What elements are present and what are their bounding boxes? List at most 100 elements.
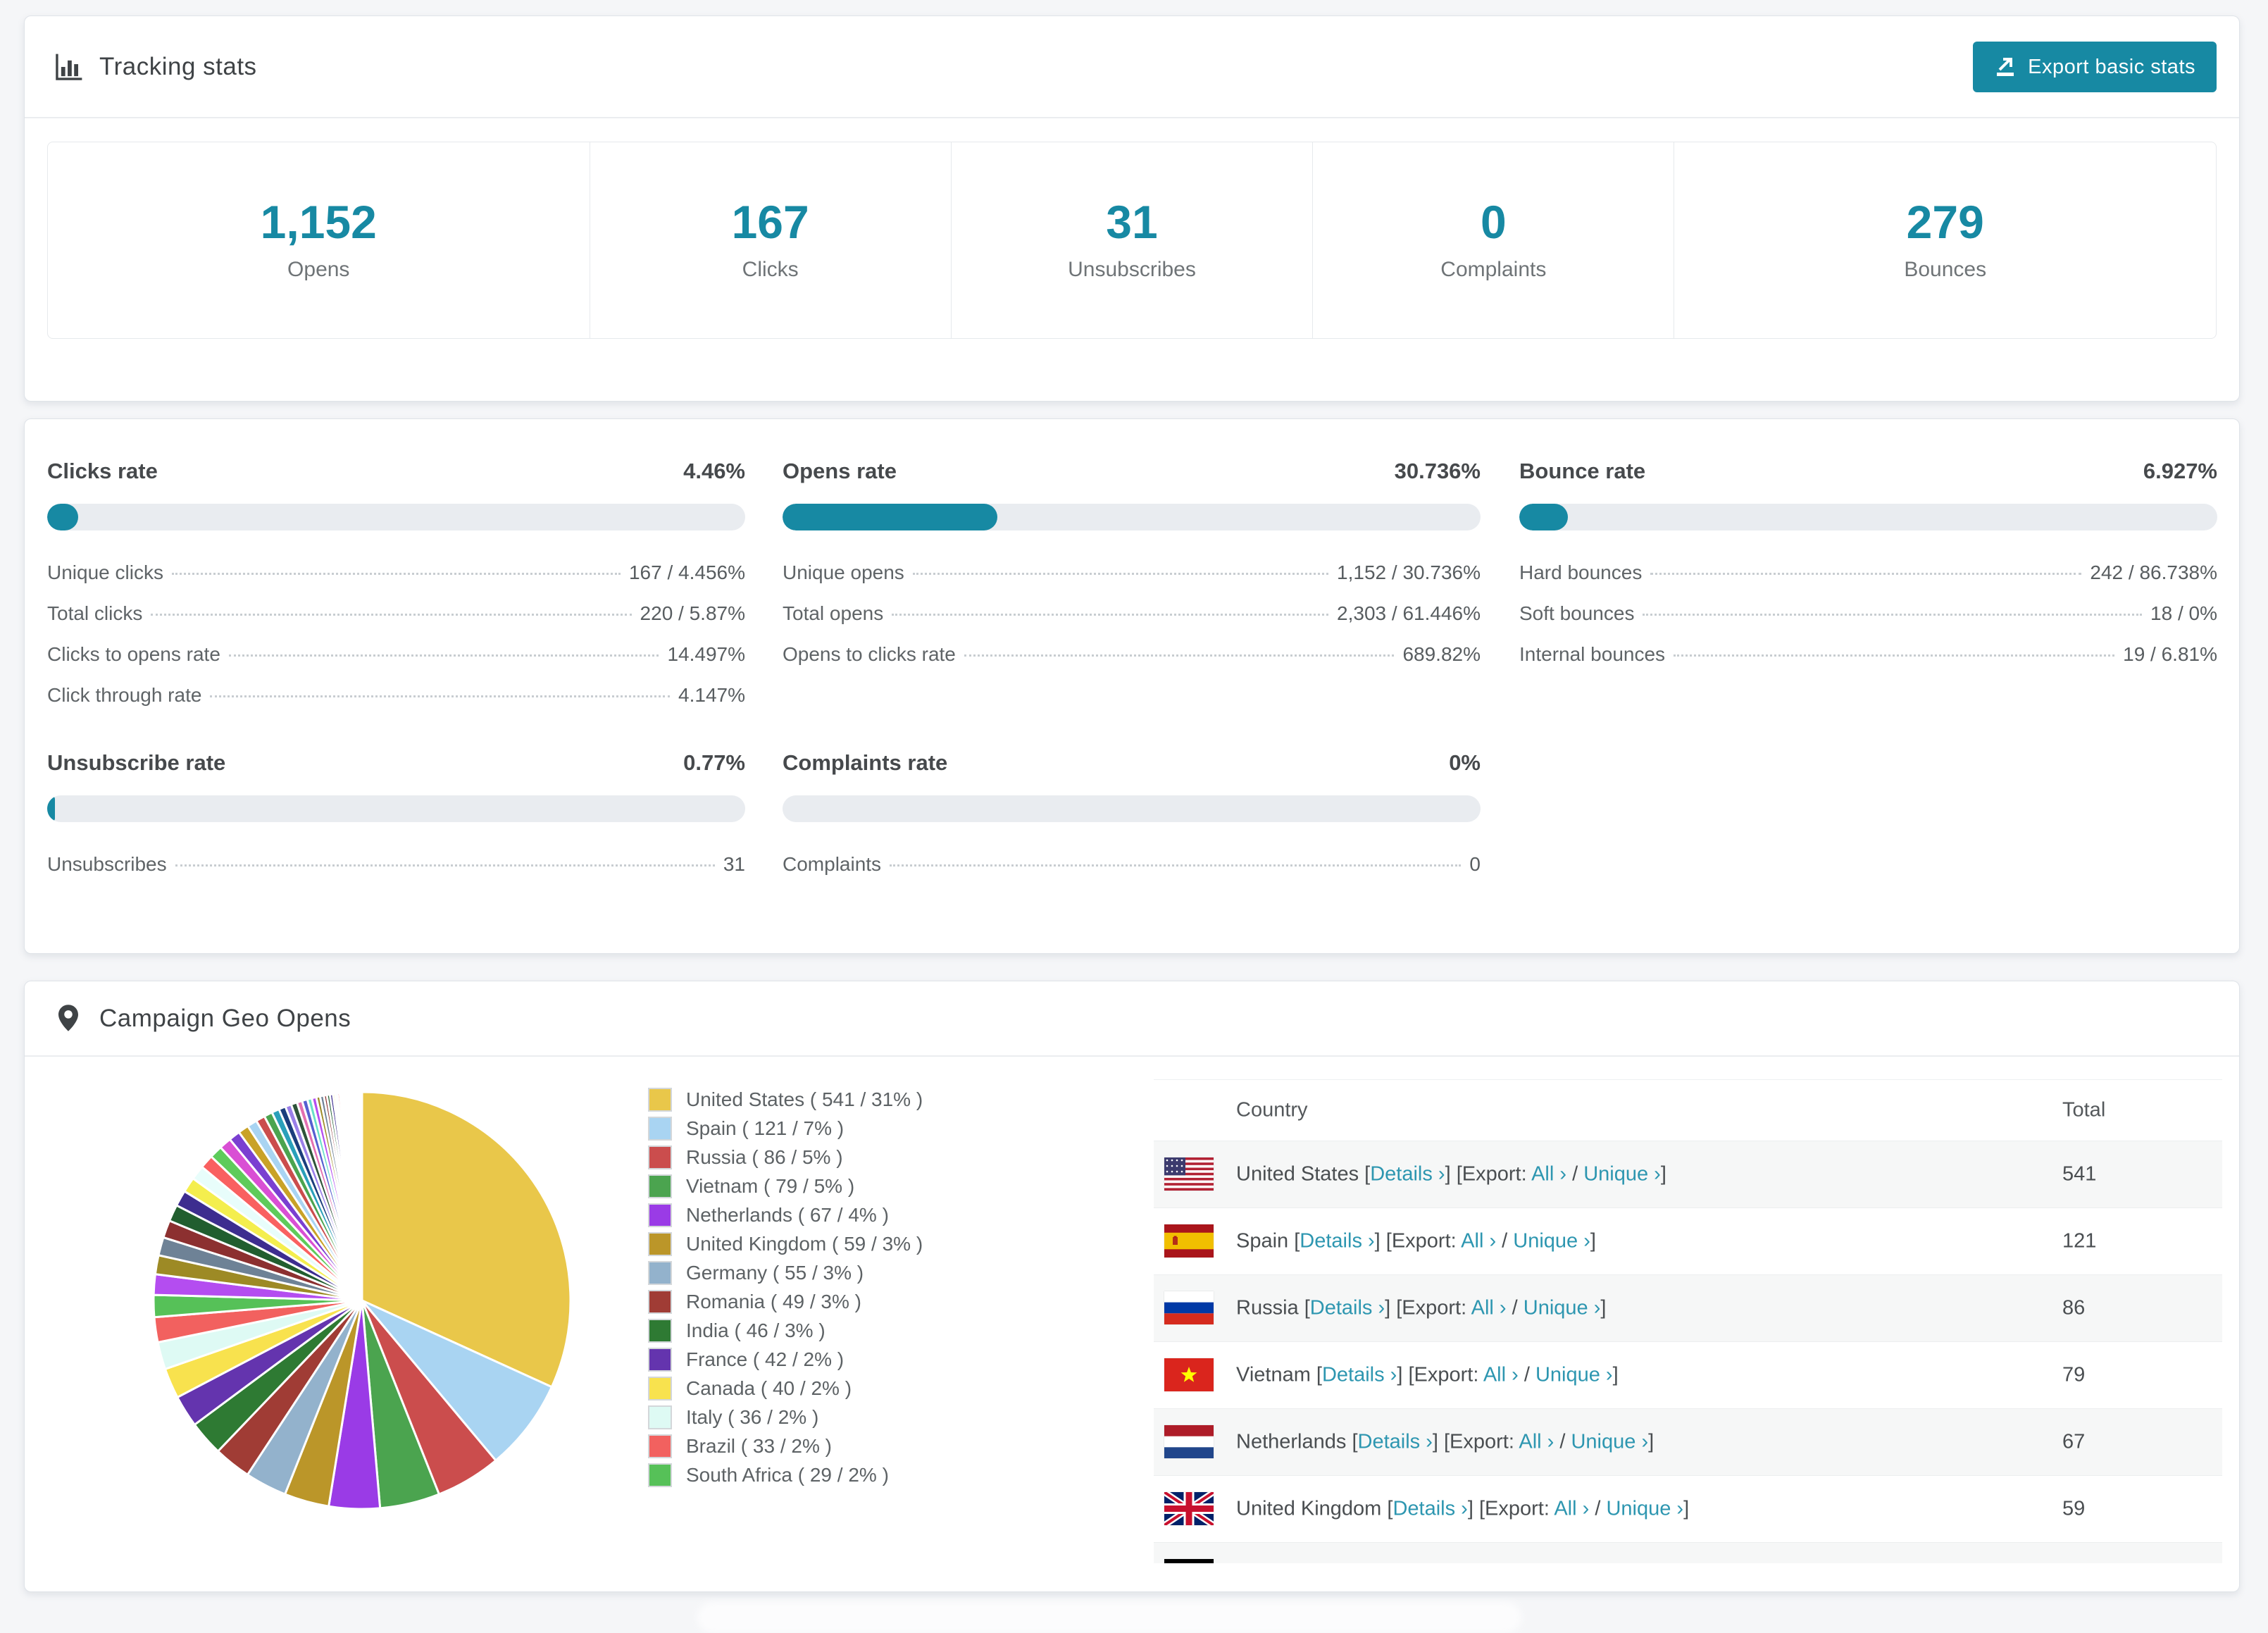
geo-header: Campaign Geo Opens	[25, 981, 2239, 1057]
country-name: Netherlands	[1236, 1430, 1352, 1453]
rate-title: Bounce rate	[1519, 459, 1646, 483]
table-row: Vietnam [Details ›] [Export: All › / Uni…	[1154, 1341, 2222, 1408]
details-link[interactable]: Details ›	[1309, 1296, 1385, 1320]
export-unique-link[interactable]: Unique ›	[1523, 1296, 1601, 1320]
ru-country-flag-icon	[1164, 1291, 1214, 1324]
metric-label: Clicks to opens rate	[47, 643, 220, 665]
tracking-stats-title: Tracking stats	[99, 52, 257, 80]
metric-label: Opens to clicks rate	[783, 643, 956, 665]
legend-item: Brazil ( 33 / 2% )	[648, 1432, 923, 1460]
stat-box: 31 Unsubscribes	[952, 142, 1314, 338]
bracket: [	[1387, 1497, 1393, 1520]
legend-swatch	[648, 1347, 672, 1372]
export-unique-link[interactable]: Unique ›	[1606, 1497, 1684, 1520]
bracket: [	[1316, 1363, 1322, 1386]
metric-row: Internal bounces 19 / 6.81%	[1519, 643, 2217, 684]
export-prefix: ] [Export:	[1467, 1497, 1554, 1520]
stat-box: 167 Clicks	[590, 142, 952, 338]
metric-row: Soft bounces 18 / 0%	[1519, 602, 2217, 643]
export-all-link[interactable]: All ›	[1519, 1430, 1554, 1453]
details-link[interactable]: Details ›	[1370, 1162, 1445, 1186]
export-prefix: ] [Export:	[1445, 1162, 1532, 1186]
export-all-link[interactable]: All ›	[1471, 1296, 1507, 1320]
legend-swatch	[648, 1203, 672, 1227]
bracket: [	[1352, 1430, 1358, 1453]
legend-label: Germany ( 55 / 3% )	[686, 1261, 864, 1284]
details-link[interactable]: Details ›	[1321, 1363, 1397, 1386]
metric-value: 31	[723, 853, 745, 875]
rate-panel: Unsubscribe rate 0.77% Unsubscribes 31	[47, 750, 745, 894]
column-header-country: Country	[1236, 1098, 1308, 1122]
row-total: 541	[2062, 1162, 2097, 1186]
legend-swatch	[648, 1289, 672, 1314]
es-country-flag-icon	[1164, 1224, 1214, 1258]
export-unique-link[interactable]: Unique ›	[1513, 1229, 1590, 1253]
stats-row: 1,152 Opens 167 Clicks 31 Unsubscribes 0 Compla…	[47, 142, 2217, 339]
table-header: Country Total	[1154, 1080, 2222, 1141]
legend-item: Romania ( 49 / 3% )	[648, 1287, 923, 1316]
legend-label: United Kingdom ( 59 / 3% )	[686, 1232, 923, 1255]
legend-item: Netherlands ( 67 / 4% )	[648, 1200, 923, 1229]
metric-value: 4.147%	[678, 684, 745, 706]
legend-swatch	[648, 1463, 672, 1487]
row-total: 67	[2062, 1430, 2086, 1453]
row-total: 121	[2062, 1229, 2097, 1253]
tracking-stats-header: Tracking stats Export basic stats	[25, 16, 2239, 118]
legend-label: France ( 42 / 2% )	[686, 1348, 845, 1370]
gb-country-flag-icon	[1162, 1489, 1216, 1528]
country-name: Russia	[1236, 1296, 1304, 1320]
details-link[interactable]: Details ›	[1392, 1497, 1468, 1520]
stat-value: 0	[1480, 196, 1507, 248]
legend-label: Brazil ( 33 / 2% )	[686, 1434, 832, 1457]
row-total: 59	[2062, 1497, 2086, 1520]
export-all-link[interactable]: All ›	[1461, 1229, 1497, 1253]
metric-value: 242 / 86.738%	[2090, 561, 2217, 583]
nl-country-flag-icon	[1164, 1425, 1214, 1458]
bracket: [	[1364, 1162, 1371, 1186]
stat-label: Clicks	[742, 258, 799, 281]
progress-bar	[783, 795, 1481, 822]
rate-value: 0.77%	[683, 750, 745, 775]
stat-label: Bounces	[1904, 258, 1987, 281]
rate-panel: Clicks rate 4.46% Unique clicks 167 / 4.456…	[47, 459, 745, 725]
bracket: ]	[1660, 1162, 1666, 1186]
details-link[interactable]: Details ›	[1357, 1430, 1433, 1453]
progress-fill	[1519, 504, 1568, 530]
metric-leader	[228, 654, 659, 657]
details-link[interactable]: Details ›	[1300, 1229, 1375, 1253]
metric-value: 14.497%	[667, 643, 745, 665]
export-basic-stats-button[interactable]: Export basic stats	[1973, 42, 2217, 92]
bracket: [	[1294, 1229, 1300, 1253]
us-country-flag-icon	[1164, 1157, 1214, 1191]
export-all-link[interactable]: All ›	[1531, 1162, 1567, 1186]
metric-value: 689.82%	[1402, 643, 1481, 665]
country-name: United Kingdom	[1236, 1497, 1388, 1520]
legend-swatch	[648, 1145, 672, 1169]
export-unique-link[interactable]: Unique ›	[1571, 1430, 1649, 1453]
export-all-link[interactable]: All ›	[1554, 1497, 1590, 1520]
legend-item: Germany ( 55 / 3% )	[648, 1258, 923, 1287]
table-row: United States [Details ›] [Export: All ›…	[1154, 1141, 2222, 1207]
legend-label: Russia ( 86 / 5% )	[686, 1145, 843, 1168]
metric-leader	[171, 573, 621, 575]
column-header-total: Total	[2062, 1098, 2106, 1122]
progress-bar	[47, 504, 745, 530]
export-unique-link[interactable]: Unique ›	[1535, 1363, 1613, 1386]
legend-label: United States ( 541 / 31% )	[686, 1088, 923, 1110]
export-unique-link[interactable]: Unique ›	[1583, 1162, 1661, 1186]
export-all-link[interactable]: All ›	[1483, 1363, 1519, 1386]
stat-label: Unsubscribes	[1068, 258, 1196, 281]
metric-label: Unique clicks	[47, 561, 163, 583]
bracket: ]	[1683, 1497, 1690, 1520]
row-total: 79	[2062, 1363, 2086, 1386]
metric-value: 220 / 5.87%	[640, 602, 745, 624]
metric-label: Complaints	[783, 853, 882, 875]
bracket: ]	[1648, 1430, 1655, 1453]
legend-label: South Africa ( 29 / 2% )	[686, 1463, 889, 1486]
metric-value: 2,303 / 61.446%	[1337, 602, 1481, 624]
stat-label: Opens	[287, 258, 350, 281]
geo-table: Country Total United States [Details ›] …	[1154, 1079, 2222, 1563]
stat-box: 1,152 Opens	[48, 142, 590, 338]
metric-label: Total clicks	[47, 602, 143, 624]
metric-leader	[892, 614, 1329, 616]
